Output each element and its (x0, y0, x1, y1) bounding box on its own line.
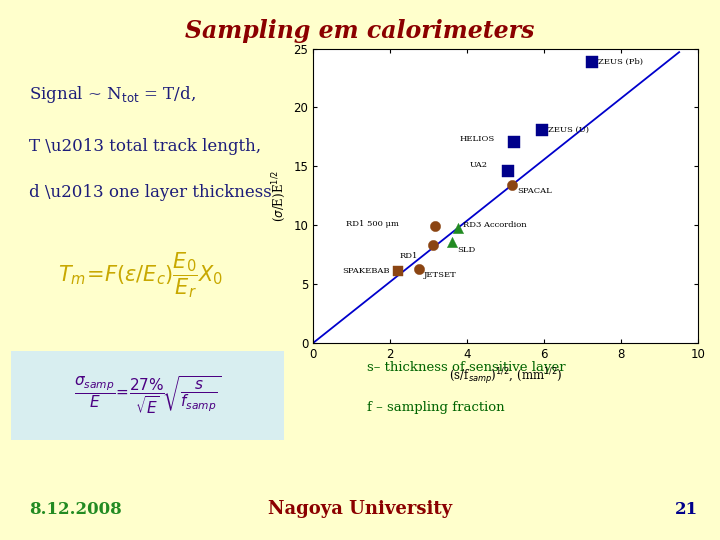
Text: UA2: UA2 (469, 161, 487, 169)
Text: HELIOS: HELIOS (459, 135, 495, 143)
Point (413, 265, 425, 273)
Text: T \u2013 total track length,: T \u2013 total track length, (29, 138, 261, 154)
Point (446, 238, 458, 247)
Text: JETSET: JETSET (424, 271, 456, 279)
X-axis label: (s/f$_{samp}$)$^{1/2}$, (mm$^{1/2}$): (s/f$_{samp}$)$^{1/2}$, (mm$^{1/2}$) (449, 366, 562, 387)
Point (506, 181, 518, 190)
Text: 8.12.2008: 8.12.2008 (29, 502, 122, 518)
Point (392, 267, 404, 275)
Text: SLD: SLD (458, 246, 476, 254)
Point (452, 223, 464, 232)
Text: SPACAL: SPACAL (518, 187, 552, 195)
Point (429, 222, 441, 231)
Text: Nagoya University: Nagoya University (268, 501, 452, 518)
Text: f – sampling fraction: f – sampling fraction (367, 401, 505, 414)
Text: RD1 500 μm: RD1 500 μm (346, 220, 399, 228)
Text: $\dfrac{\sigma_{samp}}{E}\!=\!\dfrac{27\%}{\sqrt{E}}\!\sqrt{\dfrac{s}{f_{samp}}}: $\dfrac{\sigma_{samp}}{E}\!=\!\dfrac{27\… (74, 375, 221, 416)
Text: ZEUS (U): ZEUS (U) (548, 126, 589, 134)
Point (502, 167, 513, 176)
Text: RD1: RD1 (400, 252, 418, 260)
Text: d \u2013 one layer thickness: d \u2013 one layer thickness (29, 184, 271, 200)
Point (508, 137, 519, 146)
Text: RD3 Accordion: RD3 Accordion (464, 221, 527, 229)
Point (587, 57, 598, 66)
Text: SPAKEBAB: SPAKEBAB (342, 267, 390, 275)
Text: ZEUS (Pb): ZEUS (Pb) (598, 58, 643, 65)
Point (427, 241, 438, 249)
Text: 21: 21 (675, 502, 698, 518)
FancyBboxPatch shape (11, 351, 284, 440)
Point (536, 125, 548, 134)
Text: s– thickness of sensitive layer: s– thickness of sensitive layer (367, 361, 566, 374)
Text: Signal ~ N$_{\rm tot}$ = T/d,: Signal ~ N$_{\rm tot}$ = T/d, (29, 84, 196, 105)
Text: Sampling em calorimeters: Sampling em calorimeters (185, 19, 535, 43)
Text: $\mathit{T_m\!=\!F(\varepsilon/E_c)\dfrac{E_0}{E_r}X_0}$: $\mathit{T_m\!=\!F(\varepsilon/E_c)\dfra… (58, 251, 223, 300)
Y-axis label: ($\sigma$/E)E$^{1/2}$: ($\sigma$/E)E$^{1/2}$ (270, 170, 288, 222)
